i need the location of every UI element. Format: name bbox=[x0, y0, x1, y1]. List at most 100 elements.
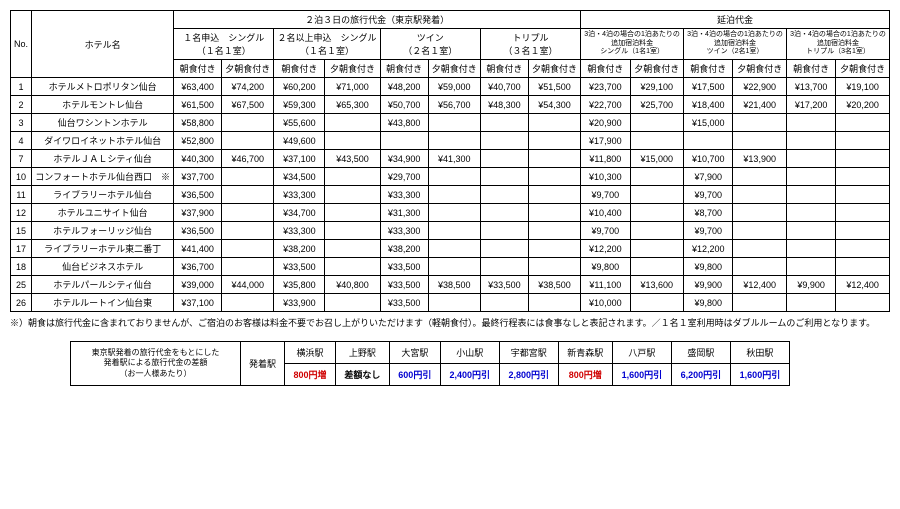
cell-price: ¥13,700 bbox=[786, 78, 835, 96]
table-row: 11ライブラリーホテル仙台¥36,500¥33,300¥33,300¥9,700… bbox=[11, 186, 890, 204]
cell-price bbox=[630, 204, 684, 222]
cell-price bbox=[480, 258, 528, 276]
cell-price: ¥25,700 bbox=[630, 96, 684, 114]
cell-price bbox=[528, 222, 580, 240]
cell-price bbox=[480, 204, 528, 222]
cell-price bbox=[325, 204, 380, 222]
cell-price bbox=[325, 132, 380, 150]
cell-price: ¥10,700 bbox=[684, 150, 733, 168]
cell-price bbox=[786, 258, 835, 276]
station-value-4: 2,800円引 bbox=[499, 364, 558, 386]
cell-price bbox=[222, 258, 274, 276]
cell-price: ¥39,000 bbox=[174, 276, 222, 294]
cell-price bbox=[528, 240, 580, 258]
cell-price bbox=[630, 114, 684, 132]
cell-price: ¥63,400 bbox=[174, 78, 222, 96]
table-row: 3仙台ワシントンホテル¥58,800¥55,600¥43,800¥20,900¥… bbox=[11, 114, 890, 132]
table-row: 12ホテルユニサイト仙台¥37,900¥34,700¥31,300¥10,400… bbox=[11, 204, 890, 222]
cell-no: 2 bbox=[11, 96, 32, 114]
cell-price: ¥34,500 bbox=[274, 168, 325, 186]
cell-price bbox=[786, 240, 835, 258]
cell-price: ¥9,700 bbox=[684, 222, 733, 240]
cell-price: ¥36,500 bbox=[174, 186, 222, 204]
table-footnote: ※）朝食は旅行代金に含まれておりませんが、ご宿泊のお客様は料金不要でお召し上がり… bbox=[10, 316, 890, 329]
station-value-8: 1,600円引 bbox=[730, 364, 789, 386]
cell-price bbox=[480, 294, 528, 312]
cell-price: ¥31,300 bbox=[380, 204, 428, 222]
cell-price: ¥59,300 bbox=[274, 96, 325, 114]
station-value-5: 800円増 bbox=[558, 364, 612, 386]
price-table-body: 1ホテルメトロポリタン仙台¥63,400¥74,200¥60,200¥71,00… bbox=[11, 78, 890, 312]
th-bf-0: 朝食付き bbox=[174, 60, 222, 78]
cell-no: 10 bbox=[11, 168, 32, 186]
th-db-1: 夕朝食付き bbox=[325, 60, 380, 78]
cell-price bbox=[630, 186, 684, 204]
cell-price bbox=[428, 168, 480, 186]
cell-price: ¥9,900 bbox=[684, 276, 733, 294]
cell-price: ¥33,500 bbox=[380, 258, 428, 276]
cell-price: ¥22,900 bbox=[733, 78, 787, 96]
cell-price: ¥67,500 bbox=[222, 96, 274, 114]
table-row: 4ダイワロイネットホテル仙台¥52,800¥49,600¥17,900 bbox=[11, 132, 890, 150]
cell-price: ¥46,700 bbox=[222, 150, 274, 168]
cell-price: ¥29,700 bbox=[380, 168, 428, 186]
cell-price bbox=[222, 168, 274, 186]
cell-hotel: ホテルＪＡＬシティ仙台 bbox=[32, 150, 174, 168]
th-db-2: 夕朝食付き bbox=[428, 60, 480, 78]
station-value-0: 800円増 bbox=[285, 364, 336, 386]
th-hotel: ホテル名 bbox=[32, 11, 174, 78]
cell-price bbox=[733, 168, 787, 186]
table-row: 2ホテルモントレ仙台¥61,500¥67,500¥59,300¥65,300¥5… bbox=[11, 96, 890, 114]
cell-price: ¥38,200 bbox=[380, 240, 428, 258]
cell-price: ¥33,300 bbox=[274, 222, 325, 240]
cell-price: ¥33,300 bbox=[380, 186, 428, 204]
cell-price: ¥12,200 bbox=[684, 240, 733, 258]
cell-price bbox=[630, 294, 684, 312]
cell-price: ¥48,300 bbox=[480, 96, 528, 114]
th-db-5: 夕朝食付き bbox=[733, 60, 787, 78]
cell-no: 7 bbox=[11, 150, 32, 168]
cell-price: ¥49,600 bbox=[274, 132, 325, 150]
th-db-3: 夕朝食付き bbox=[528, 60, 580, 78]
cell-price: ¥12,200 bbox=[581, 240, 630, 258]
cell-price bbox=[480, 222, 528, 240]
cell-price bbox=[786, 294, 835, 312]
cell-price: ¥9,900 bbox=[786, 276, 835, 294]
cell-price: ¥33,500 bbox=[380, 294, 428, 312]
cell-price: ¥34,700 bbox=[274, 204, 325, 222]
price-table-head: No. ホテル名 ２泊３日の旅行代金（東京駅発着） 延泊代金 １名申込 シングル… bbox=[11, 11, 890, 78]
cell-price bbox=[222, 204, 274, 222]
th-group-3: トリプル（３名１室） bbox=[480, 29, 580, 60]
cell-price bbox=[836, 204, 890, 222]
cell-price: ¥58,800 bbox=[174, 114, 222, 132]
th-db-6: 夕朝食付き bbox=[836, 60, 890, 78]
th-ext-group-1: 3泊・4泊の場合の1泊あたりの追加宿泊料金ツイン（2名1室） bbox=[684, 29, 787, 60]
cell-price bbox=[222, 186, 274, 204]
cell-price bbox=[528, 258, 580, 276]
cell-price bbox=[528, 114, 580, 132]
cell-price bbox=[480, 132, 528, 150]
cell-price bbox=[528, 132, 580, 150]
th-trip-title: ２泊３日の旅行代金（東京駅発着） bbox=[174, 11, 581, 29]
cell-price: ¥37,100 bbox=[174, 294, 222, 312]
cell-price: ¥54,300 bbox=[528, 96, 580, 114]
cell-price bbox=[630, 258, 684, 276]
cell-no: 4 bbox=[11, 132, 32, 150]
cell-price: ¥60,200 bbox=[274, 78, 325, 96]
cell-price: ¥59,000 bbox=[428, 78, 480, 96]
cell-price: ¥36,500 bbox=[174, 222, 222, 240]
cell-price: ¥71,000 bbox=[325, 78, 380, 96]
station-head-2: 大宮駅 bbox=[389, 342, 440, 364]
cell-price: ¥61,500 bbox=[174, 96, 222, 114]
cell-no: 1 bbox=[11, 78, 32, 96]
cell-price bbox=[428, 294, 480, 312]
cell-hotel: 仙台ワシントンホテル bbox=[32, 114, 174, 132]
cell-price bbox=[325, 186, 380, 204]
cell-price: ¥40,700 bbox=[480, 78, 528, 96]
th-group-2: ツイン（２名１室） bbox=[380, 29, 480, 60]
table-row: 18仙台ビジネスホテル¥36,700¥33,500¥33,500¥9,800¥9… bbox=[11, 258, 890, 276]
price-table: No. ホテル名 ２泊３日の旅行代金（東京駅発着） 延泊代金 １名申込 シングル… bbox=[10, 10, 890, 312]
cell-no: 25 bbox=[11, 276, 32, 294]
cell-price: ¥12,400 bbox=[836, 276, 890, 294]
cell-price bbox=[528, 204, 580, 222]
